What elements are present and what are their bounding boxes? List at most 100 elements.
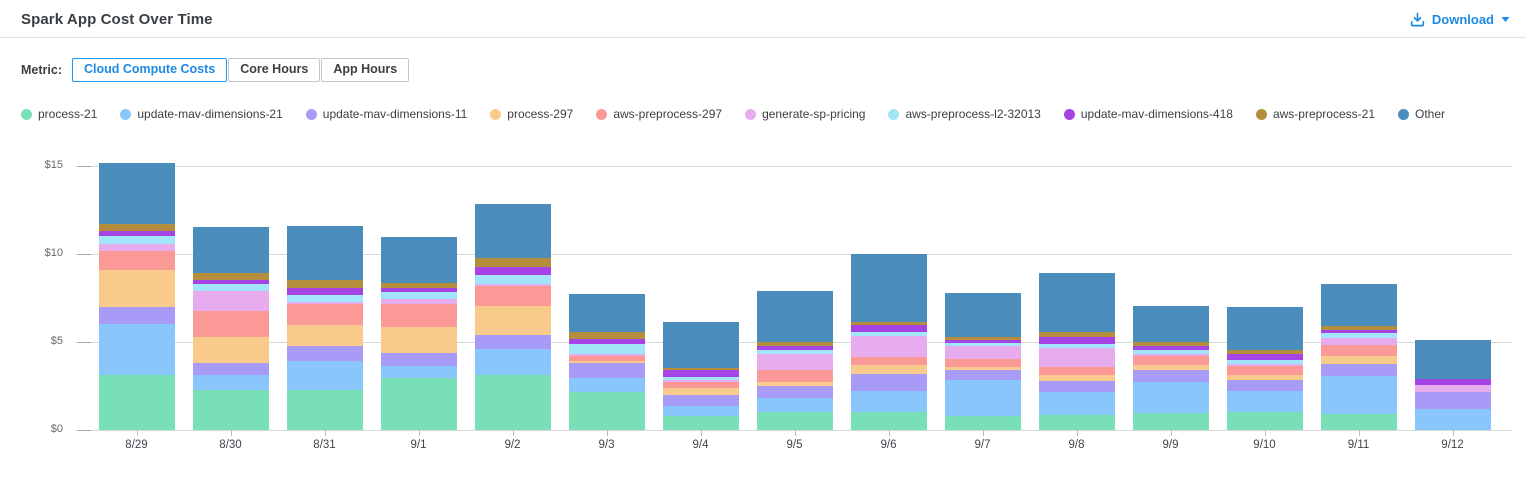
bar-segment-generate-sp-pricing[interactable] [286, 301, 363, 305]
bar-segment-update-mav-dimensions-418[interactable] [1038, 336, 1115, 344]
bar-segment-update-mav-dimensions-418[interactable] [944, 340, 1021, 343]
bar-segment-generate-sp-pricing[interactable] [756, 354, 833, 371]
bar-segment-update-mav-dimensions-11[interactable] [568, 363, 645, 379]
bar-segment-update-mav-dimensions-418[interactable] [568, 339, 645, 344]
bar-segment-generate-sp-pricing[interactable] [568, 353, 645, 357]
bar-segment-aws-preprocess-l2-32013[interactable] [474, 275, 551, 284]
stacked-bar-9/6[interactable] [850, 254, 927, 430]
bar-segment-update-mav-dimensions-21[interactable] [474, 349, 551, 376]
bar-segment-generate-sp-pricing[interactable] [1038, 348, 1115, 367]
bar-segment-process-297[interactable] [1038, 375, 1115, 381]
stacked-bar-8/31[interactable] [286, 225, 363, 430]
bar-segment-update-mav-dimensions-418[interactable] [1414, 378, 1491, 386]
bar-segment-generate-sp-pricing[interactable] [662, 379, 739, 382]
legend-item-update-mav-dimensions-11[interactable]: update-mav-dimensions-11 [305, 107, 467, 121]
bar-segment-generate-sp-pricing[interactable] [850, 335, 927, 357]
bar-segment-process-297[interactable] [944, 366, 1021, 371]
stacked-bar-9/4[interactable] [662, 321, 739, 430]
bar-segment-generate-sp-pricing[interactable] [944, 346, 1021, 359]
legend-item-Other[interactable]: Other [1398, 107, 1445, 121]
bar-segment-aws-preprocess-l2-32013[interactable] [286, 295, 363, 302]
bar-segment-update-mav-dimensions-11[interactable] [944, 370, 1021, 380]
bar-segment-aws-preprocess-21[interactable] [1320, 326, 1397, 330]
bar-segment-aws-preprocess-21[interactable] [380, 283, 457, 289]
bar-segment-process-21[interactable] [192, 390, 269, 430]
bar-segment-process-21[interactable] [1320, 414, 1397, 430]
bar-segment-process-21[interactable] [850, 411, 927, 430]
bar-segment-aws-preprocess-l2-32013[interactable] [1132, 349, 1209, 355]
bar-segment-update-mav-dimensions-21[interactable] [850, 391, 927, 412]
bar-segment-update-mav-dimensions-11[interactable] [474, 334, 551, 350]
legend-item-process-297[interactable]: process-297 [490, 107, 573, 121]
bar-segment-aws-preprocess-297[interactable] [756, 370, 833, 382]
bar-segment-aws-preprocess-297[interactable] [568, 356, 645, 361]
bar-segment-aws-preprocess-l2-32013[interactable] [568, 343, 645, 354]
bar-segment-Other[interactable] [1038, 273, 1115, 333]
bar-segment-aws-preprocess-297[interactable] [850, 357, 927, 365]
tab-app-hours[interactable]: App Hours [321, 58, 410, 82]
bar-segment-Other[interactable] [662, 321, 739, 368]
bar-segment-process-21[interactable] [568, 392, 645, 430]
bar-segment-Other[interactable] [192, 226, 269, 274]
bar-segment-aws-preprocess-297[interactable] [286, 304, 363, 326]
bar-segment-update-mav-dimensions-21[interactable] [662, 406, 739, 416]
bar-segment-aws-preprocess-l2-32013[interactable] [380, 291, 457, 299]
bar-segment-process-21[interactable] [1226, 412, 1303, 430]
bar-segment-process-297[interactable] [850, 364, 927, 374]
bar-segment-aws-preprocess-21[interactable] [286, 279, 363, 288]
bar-segment-aws-preprocess-297[interactable] [662, 381, 739, 388]
bar-segment-aws-preprocess-297[interactable] [944, 358, 1021, 367]
bar-segment-process-297[interactable] [286, 325, 363, 347]
bar-segment-Other[interactable] [850, 254, 927, 322]
bar-segment-update-mav-dimensions-21[interactable] [568, 378, 645, 393]
bar-segment-process-297[interactable] [662, 387, 739, 395]
bar-segment-update-mav-dimensions-21[interactable] [1038, 392, 1115, 416]
bar-segment-process-297[interactable] [380, 327, 457, 353]
tab-cloud-compute-costs[interactable]: Cloud Compute Costs [71, 58, 228, 82]
bar-segment-process-297[interactable] [756, 381, 833, 387]
legend-item-aws-preprocess-21[interactable]: aws-preprocess-21 [1255, 107, 1375, 121]
bar-segment-generate-sp-pricing[interactable] [380, 298, 457, 305]
bar-segment-aws-preprocess-297[interactable] [1226, 365, 1303, 375]
bar-segment-generate-sp-pricing[interactable] [474, 283, 551, 286]
bar-segment-update-mav-dimensions-21[interactable] [756, 398, 833, 412]
bar-segment-aws-preprocess-21[interactable] [756, 342, 833, 347]
bar-segment-Other[interactable] [1414, 340, 1491, 379]
bar-segment-Other[interactable] [944, 292, 1021, 337]
legend-item-aws-preprocess-l2-32013[interactable]: aws-preprocess-l2-32013 [888, 107, 1041, 121]
bar-segment-update-mav-dimensions-11[interactable] [380, 352, 457, 366]
bar-segment-aws-preprocess-21[interactable] [1132, 342, 1209, 346]
bar-segment-update-mav-dimensions-21[interactable] [98, 324, 175, 376]
bar-segment-aws-preprocess-297[interactable] [380, 304, 457, 328]
stacked-bar-9/3[interactable] [568, 293, 645, 430]
bar-segment-aws-preprocess-21[interactable] [1038, 332, 1115, 337]
bar-segment-update-mav-dimensions-21[interactable] [944, 379, 1021, 416]
bar-segment-update-mav-dimensions-21[interactable] [192, 374, 269, 391]
bar-segment-Other[interactable] [474, 203, 551, 259]
bar-segment-process-21[interactable] [1132, 413, 1209, 430]
bar-segment-process-21[interactable] [286, 389, 363, 430]
bar-segment-Other[interactable] [1226, 306, 1303, 350]
bar-segment-aws-preprocess-297[interactable] [1132, 356, 1209, 365]
bar-segment-aws-preprocess-21[interactable] [192, 273, 269, 281]
bar-segment-update-mav-dimensions-21[interactable] [1132, 381, 1209, 414]
bar-segment-update-mav-dimensions-21[interactable] [380, 365, 457, 379]
bar-segment-process-297[interactable] [568, 360, 645, 364]
bar-segment-process-297[interactable] [192, 336, 269, 364]
stacked-bar-9/11[interactable] [1320, 284, 1397, 430]
bar-segment-process-21[interactable] [98, 375, 175, 430]
bar-segment-aws-preprocess-297[interactable] [1320, 344, 1397, 357]
bar-segment-update-mav-dimensions-21[interactable] [1414, 408, 1491, 430]
bar-segment-aws-preprocess-21[interactable] [98, 224, 175, 232]
bar-segment-process-297[interactable] [1226, 374, 1303, 380]
bar-segment-update-mav-dimensions-11[interactable] [662, 394, 739, 407]
bar-segment-process-297[interactable] [1320, 356, 1397, 365]
bar-segment-update-mav-dimensions-11[interactable] [286, 346, 363, 361]
bar-segment-aws-preprocess-l2-32013[interactable] [944, 342, 1021, 347]
bar-segment-Other[interactable] [568, 293, 645, 332]
bar-segment-generate-sp-pricing[interactable] [1320, 337, 1397, 345]
bar-segment-update-mav-dimensions-11[interactable] [1038, 380, 1115, 393]
bar-segment-aws-preprocess-297[interactable] [98, 251, 175, 270]
bar-segment-Other[interactable] [1320, 284, 1397, 327]
bar-segment-update-mav-dimensions-11[interactable] [1132, 370, 1209, 382]
